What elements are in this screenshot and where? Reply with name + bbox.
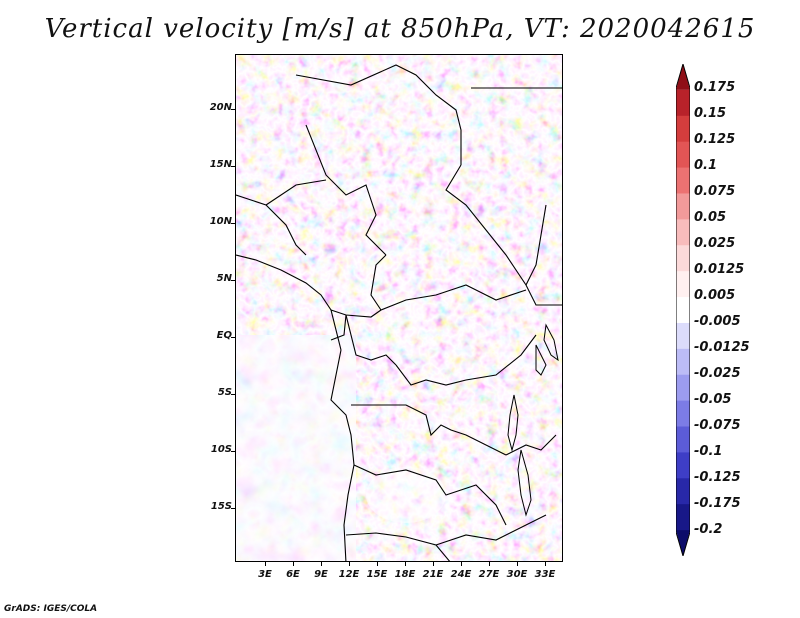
- colorbar-label: -0.025: [694, 366, 741, 381]
- colorbar-segment: [676, 400, 690, 428]
- colorbar-label: -0.0125: [694, 340, 750, 355]
- colorbar-label: -0.175: [694, 496, 741, 511]
- lon-tick: [517, 562, 518, 566]
- colorbar-segments: [676, 64, 690, 556]
- colorbar-top-arrow: [676, 64, 690, 89]
- lon-label-18e: 18E: [394, 569, 416, 580]
- colorbar-label: 0.075: [694, 184, 736, 199]
- lat-tick: [231, 166, 235, 167]
- lon-tick: [489, 562, 490, 566]
- colorbar-segment: [676, 219, 690, 246]
- lat-label-15n: 15N: [209, 159, 232, 170]
- lon-label-30e: 30E: [506, 569, 528, 580]
- colorbar-segment: [676, 478, 690, 505]
- colorbar-segment: [676, 167, 690, 194]
- velocity-field-ocean: [236, 335, 356, 561]
- colorbar-segment: [676, 452, 690, 479]
- colorbar-label: 0.005: [694, 288, 736, 303]
- lat-tick: [231, 223, 235, 224]
- colorbar-segment: [676, 374, 690, 402]
- colorbar-label: -0.2: [694, 522, 723, 537]
- lon-label-6e: 6E: [286, 569, 300, 580]
- country-borders: [236, 64, 562, 561]
- colorbar-label: -0.125: [694, 470, 741, 485]
- lakes: [507, 323, 559, 517]
- lat-tick: [231, 109, 235, 110]
- grads-credit: GrADS: IGES/COLA: [4, 604, 98, 614]
- colorbar-segment: [676, 141, 690, 169]
- lat-label-20n: 20N: [209, 102, 232, 113]
- colorbar-label: 0.05: [694, 210, 727, 225]
- lon-label-24e: 24E: [450, 569, 472, 580]
- weak-motion-patch: [366, 467, 446, 523]
- lat-tick: [231, 508, 235, 509]
- colorbar: [676, 64, 690, 556]
- lon-label-9e: 9E: [314, 569, 328, 580]
- colorbar-label: 0.025: [694, 236, 736, 251]
- lat-tick: [231, 280, 235, 281]
- lon-tick: [265, 562, 266, 566]
- colorbar-segment: [676, 504, 690, 531]
- lat-label-5s: 5S: [217, 387, 232, 398]
- colorbar-label: -0.05: [694, 392, 732, 407]
- colorbar-label: 0.0125: [694, 262, 745, 277]
- lat-tick: [231, 337, 235, 338]
- lon-tick: [433, 562, 434, 566]
- lon-label-15e: 15E: [366, 569, 388, 580]
- lat-label-eq: EQ: [216, 330, 232, 341]
- lon-label-3e: 3E: [258, 569, 272, 580]
- colorbar-label: 0.125: [694, 132, 736, 147]
- colorbar-bottom-arrow: [676, 531, 690, 556]
- colorbar-segment: [676, 245, 690, 272]
- lat-label-10s: 10S: [210, 444, 232, 455]
- lon-tick: [293, 562, 294, 566]
- lon-label-12e: 12E: [338, 569, 360, 580]
- colorbar-segment: [676, 271, 690, 298]
- map-plot-area: [235, 54, 563, 562]
- colorbar-label: -0.005: [694, 314, 741, 329]
- colorbar-label: 0.15: [694, 106, 727, 121]
- lat-label-5n: 5N: [216, 273, 232, 284]
- colorbar-segment: [676, 348, 690, 376]
- colorbar-segment: [676, 530, 690, 556]
- colorbar-label: 0.1: [694, 158, 718, 173]
- lon-label-21e: 21E: [422, 569, 444, 580]
- velocity-field-map: [236, 55, 562, 561]
- lat-label-10n: 10N: [209, 216, 232, 227]
- lon-tick: [321, 562, 322, 566]
- colorbar-segment: [676, 193, 690, 220]
- colorbar-segment: [676, 115, 690, 143]
- colorbar-label: 0.175: [694, 80, 736, 95]
- lat-tick: [231, 451, 235, 452]
- lat-label-15s: 15S: [210, 501, 232, 512]
- lon-tick: [349, 562, 350, 566]
- colorbar-segment: [676, 297, 690, 324]
- lat-tick: [231, 394, 235, 395]
- lon-tick: [545, 562, 546, 566]
- colorbar-segment: [676, 322, 690, 350]
- colorbar-segment: [676, 426, 690, 453]
- lon-label-27e: 27E: [478, 569, 500, 580]
- colorbar-segment: [676, 64, 690, 90]
- lon-tick: [405, 562, 406, 566]
- lon-tick: [377, 562, 378, 566]
- colorbar-segment: [676, 89, 690, 117]
- colorbar-label: -0.1: [694, 444, 723, 459]
- map-title: Vertical velocity [m/s] at 850hPa, VT: 2…: [44, 14, 756, 44]
- colorbar-label: -0.075: [694, 418, 741, 433]
- lon-tick: [461, 562, 462, 566]
- lon-label-33e: 33E: [534, 569, 556, 580]
